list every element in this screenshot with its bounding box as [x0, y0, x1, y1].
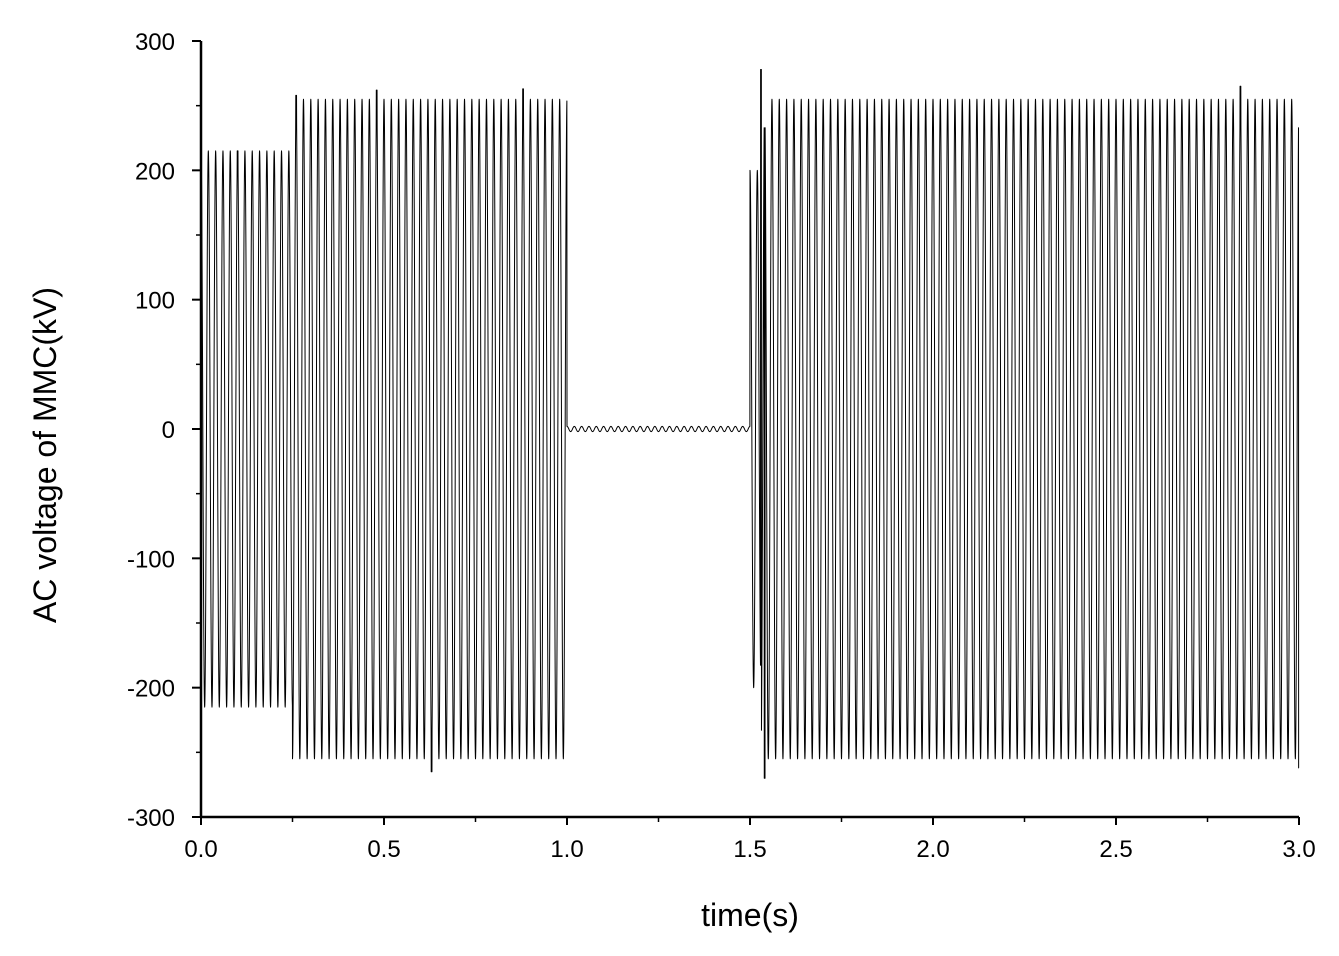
x-tick-label: 0.5 [367, 836, 400, 863]
y-tick-label: -100 [127, 546, 175, 573]
y-axis-title: AC voltage of MMC(kV) [27, 287, 63, 623]
x-tick-label: 0.0 [184, 836, 217, 863]
y-tick-label: 0 [162, 417, 175, 444]
y-tick-label: 200 [135, 158, 175, 185]
x-tick-label: 1.5 [733, 836, 766, 863]
series-line [200, 68, 1300, 779]
x-axis-title: time(s) [701, 897, 799, 933]
axes [199, 41, 1299, 819]
y-tick-label: -300 [127, 805, 175, 832]
x-tick-label: 1.0 [550, 836, 583, 863]
y-tick-label: 100 [135, 288, 175, 315]
y-tick-label: 300 [135, 29, 175, 56]
ticks [192, 40, 1300, 825]
tick-labels: 0.0 0.5 1.0 1.5 2.0 2.5 3.0 300 200 100 0 -100 -200 -… [127, 29, 1316, 863]
x-tick-label: 3.0 [1282, 836, 1315, 863]
x-tick-label: 2.0 [916, 836, 949, 863]
y-tick-label: -200 [127, 676, 175, 703]
x-tick-label: 2.5 [1099, 836, 1132, 863]
